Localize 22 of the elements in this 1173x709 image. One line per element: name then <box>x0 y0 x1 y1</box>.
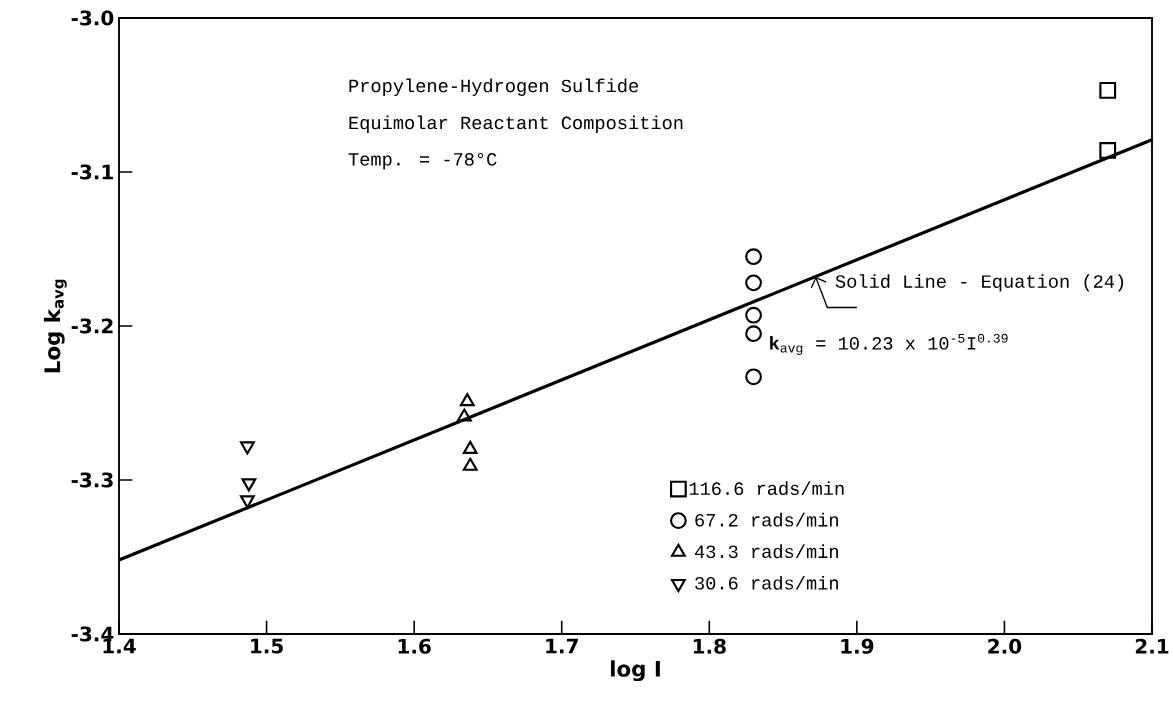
annotation: Propylene-Hydrogen Sulfide <box>349 78 638 96</box>
annotation: k$_{avg}$ = 10.23 x 10$^{-5}$I$^{0.39}$ <box>770 333 1008 356</box>
x-tick-label: 1.8 <box>693 638 726 654</box>
y-tick-label: -3.0 <box>71 10 114 26</box>
y-tick-label: -3.3 <box>71 472 113 488</box>
y-axis-title: Log k$_{avg}$ <box>43 279 67 373</box>
annotation: Temp. = -78°C <box>348 153 497 170</box>
annotation: Solid Line - Equation (24) <box>835 274 1124 292</box>
y-tick-label: -3.2 <box>71 318 113 334</box>
legend-label: 43.3 rads/min <box>694 544 838 559</box>
annotation: Equimolar Reactant Composition <box>349 115 683 133</box>
x-axis-title: log I <box>611 660 660 682</box>
x-tick-label: 1.5 <box>251 638 283 654</box>
x-tick-label: 1.7 <box>546 638 578 654</box>
y-tick-label: -3.1 <box>71 164 113 180</box>
x-tick-label: 1.6 <box>398 638 431 654</box>
legend-label: 30.6 rads/min <box>695 575 838 590</box>
legend-label: 116.6 rads/min <box>689 481 844 496</box>
x-tick-label: 2.0 <box>988 638 1022 654</box>
x-tick-label: 1.9 <box>841 638 874 654</box>
legend-label: 67.2 rads/min <box>695 512 838 527</box>
x-tick-label: 2.1 <box>1135 638 1169 654</box>
